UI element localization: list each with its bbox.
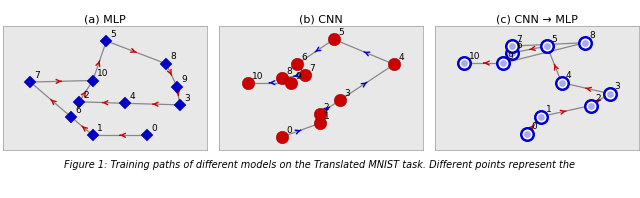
Text: 2: 2 xyxy=(324,103,330,112)
Text: 10: 10 xyxy=(97,69,108,78)
Text: 8: 8 xyxy=(287,67,292,76)
Text: 9: 9 xyxy=(181,75,187,84)
Text: 3: 3 xyxy=(344,89,349,98)
Text: 3: 3 xyxy=(184,94,189,103)
Text: 1: 1 xyxy=(324,112,330,121)
Text: 6: 6 xyxy=(516,41,522,50)
Title: (a) MLP: (a) MLP xyxy=(84,15,126,25)
Text: 7: 7 xyxy=(516,35,522,44)
Text: 4: 4 xyxy=(566,71,572,80)
Text: 9: 9 xyxy=(295,72,301,81)
Text: 8: 8 xyxy=(170,52,176,62)
Title: (b) CNN: (b) CNN xyxy=(299,15,343,25)
Text: 6: 6 xyxy=(301,53,307,62)
Text: 0: 0 xyxy=(287,126,292,135)
Text: Figure 1: Training paths of different models on the Translated MNIST task. Diffe: Figure 1: Training paths of different mo… xyxy=(65,160,575,170)
Text: 5: 5 xyxy=(338,28,344,37)
Text: 2: 2 xyxy=(83,90,89,100)
Text: 10: 10 xyxy=(468,51,480,61)
Text: 7: 7 xyxy=(35,71,40,80)
Text: 0: 0 xyxy=(531,122,537,131)
Text: 10: 10 xyxy=(252,72,264,81)
Text: 4: 4 xyxy=(399,53,404,62)
Text: 9: 9 xyxy=(508,51,513,61)
Text: 0: 0 xyxy=(151,124,157,133)
Text: 8: 8 xyxy=(589,31,595,40)
Title: (c) CNN → MLP: (c) CNN → MLP xyxy=(496,15,578,25)
Text: 3: 3 xyxy=(614,82,620,91)
Text: 2: 2 xyxy=(595,94,601,103)
Text: 6: 6 xyxy=(75,106,81,115)
Text: 5: 5 xyxy=(552,35,557,44)
Text: 5: 5 xyxy=(111,30,116,39)
Text: 1: 1 xyxy=(546,105,551,114)
Text: 4: 4 xyxy=(129,92,135,101)
Text: 1: 1 xyxy=(97,124,102,133)
Text: 7: 7 xyxy=(310,64,316,72)
